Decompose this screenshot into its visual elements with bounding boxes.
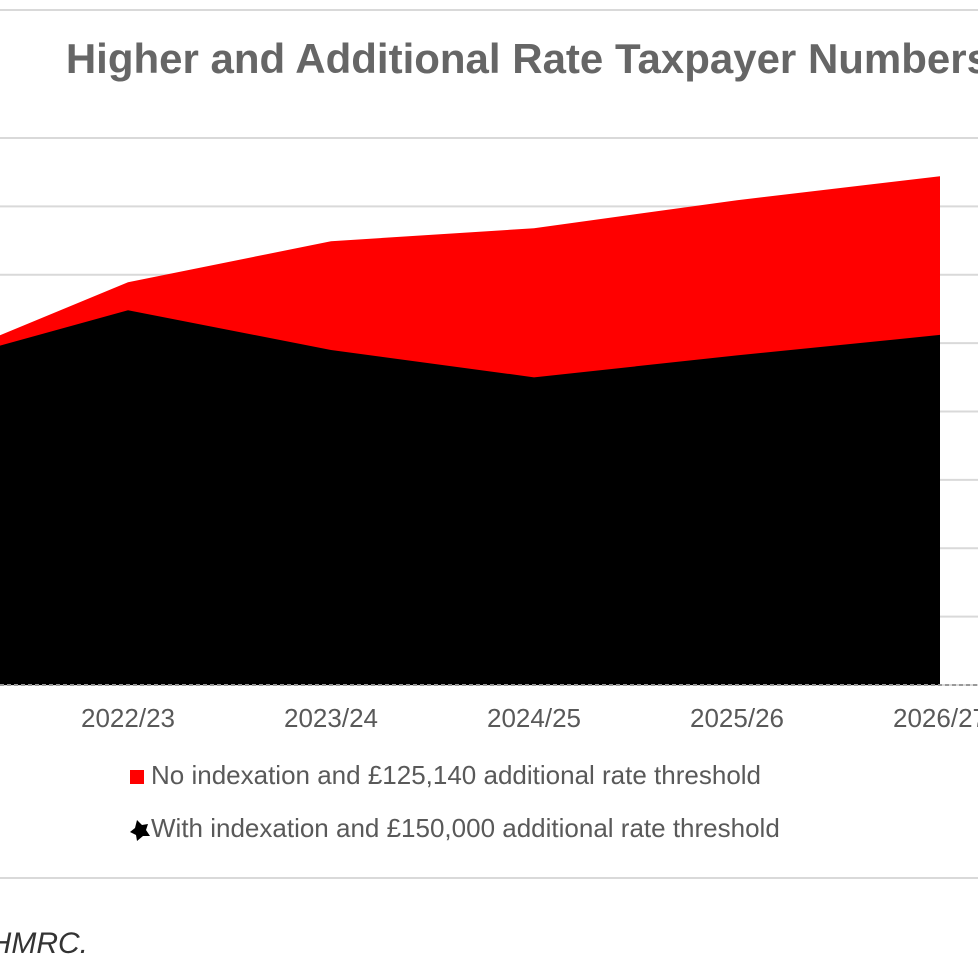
source-note: Source: HMRC. [0, 927, 88, 960]
legend-swatch [130, 820, 150, 841]
x-tick-label: 2024/25 [487, 703, 581, 733]
x-tick-label: 2022/23 [81, 703, 175, 733]
x-tick-label: 2023/24 [284, 703, 378, 733]
legend-label: No indexation and £125,140 additional ra… [151, 760, 761, 790]
x-tick-label: 2025/26 [690, 703, 784, 733]
legend-label: With indexation and £150,000 additional … [151, 813, 780, 843]
legend-swatch [130, 770, 144, 784]
chart-title: Higher and Additional Rate Taxpayer Numb… [66, 35, 978, 82]
x-tick-label: 2026/27 [893, 703, 978, 733]
area [0, 310, 940, 685]
